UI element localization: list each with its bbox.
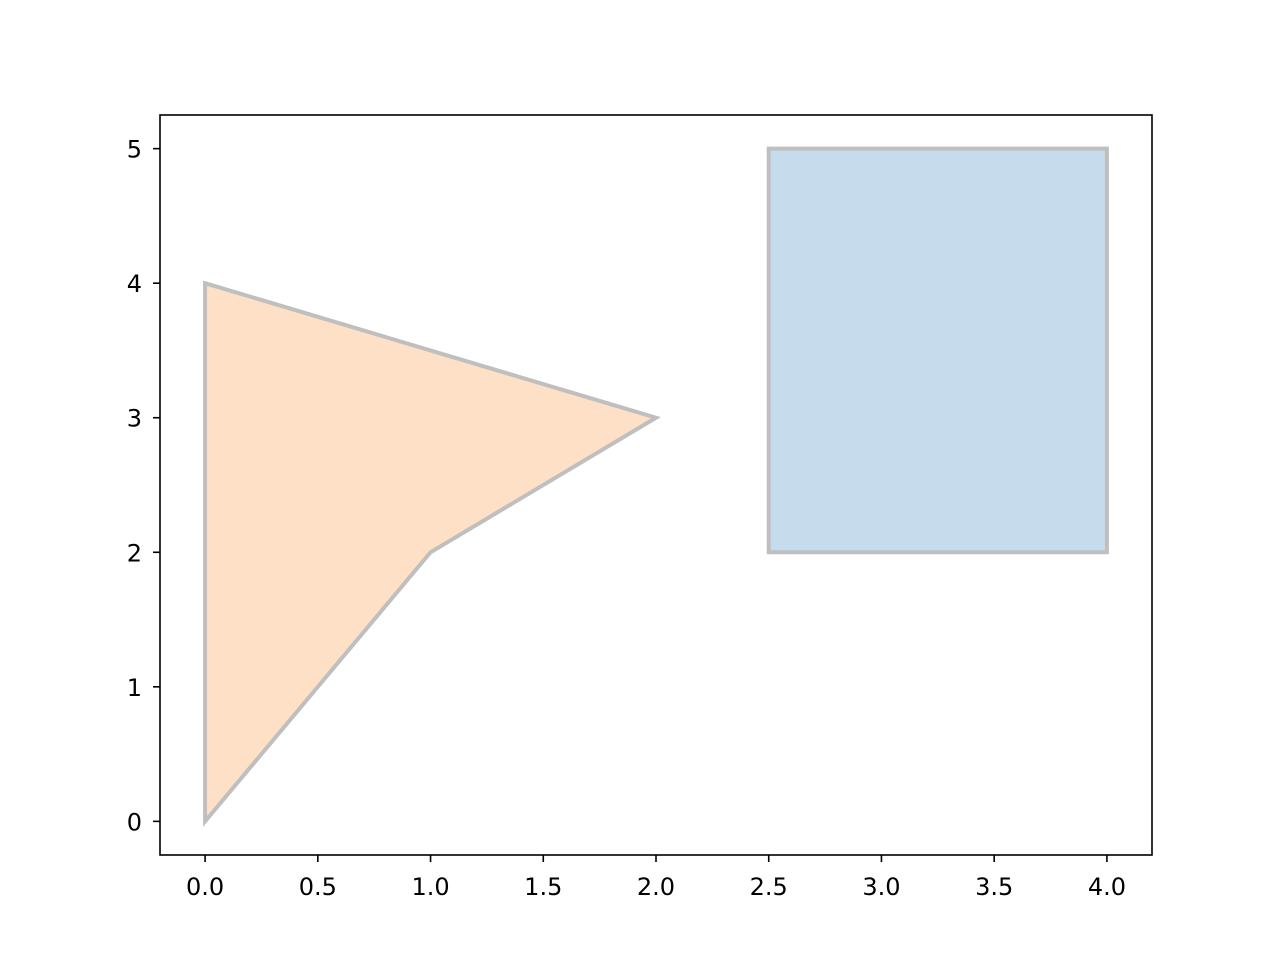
x-tick-label: 3.0 xyxy=(862,873,900,901)
x-tick-label: 1.5 xyxy=(524,873,562,901)
y-tick-label: 2 xyxy=(127,539,142,567)
x-tick-label: 2.5 xyxy=(750,873,788,901)
rectangle-shape-1 xyxy=(766,146,1109,555)
x-axis: 0.0 0.5 1.0 1.5 2.0 2.5 3.0 3.5 4.0 xyxy=(186,855,1126,901)
shapes-layer xyxy=(203,146,1109,827)
y-axis: 0 1 2 3 4 5 xyxy=(127,136,160,836)
y-tick-label: 0 xyxy=(127,808,142,836)
x-tick-label: 3.5 xyxy=(975,873,1013,901)
x-tick-label: 1.0 xyxy=(411,873,449,901)
y-tick-label: 3 xyxy=(127,405,142,433)
x-tick-label: 0.5 xyxy=(299,873,337,901)
x-tick-label: 4.0 xyxy=(1088,873,1126,901)
y-tick-label: 4 xyxy=(127,270,142,298)
polygon-shape-0 xyxy=(203,280,661,827)
x-tick-label: 2.0 xyxy=(637,873,675,901)
x-tick-label: 0.0 xyxy=(186,873,224,901)
y-tick-label: 5 xyxy=(127,136,142,164)
y-tick-label: 1 xyxy=(127,674,142,702)
